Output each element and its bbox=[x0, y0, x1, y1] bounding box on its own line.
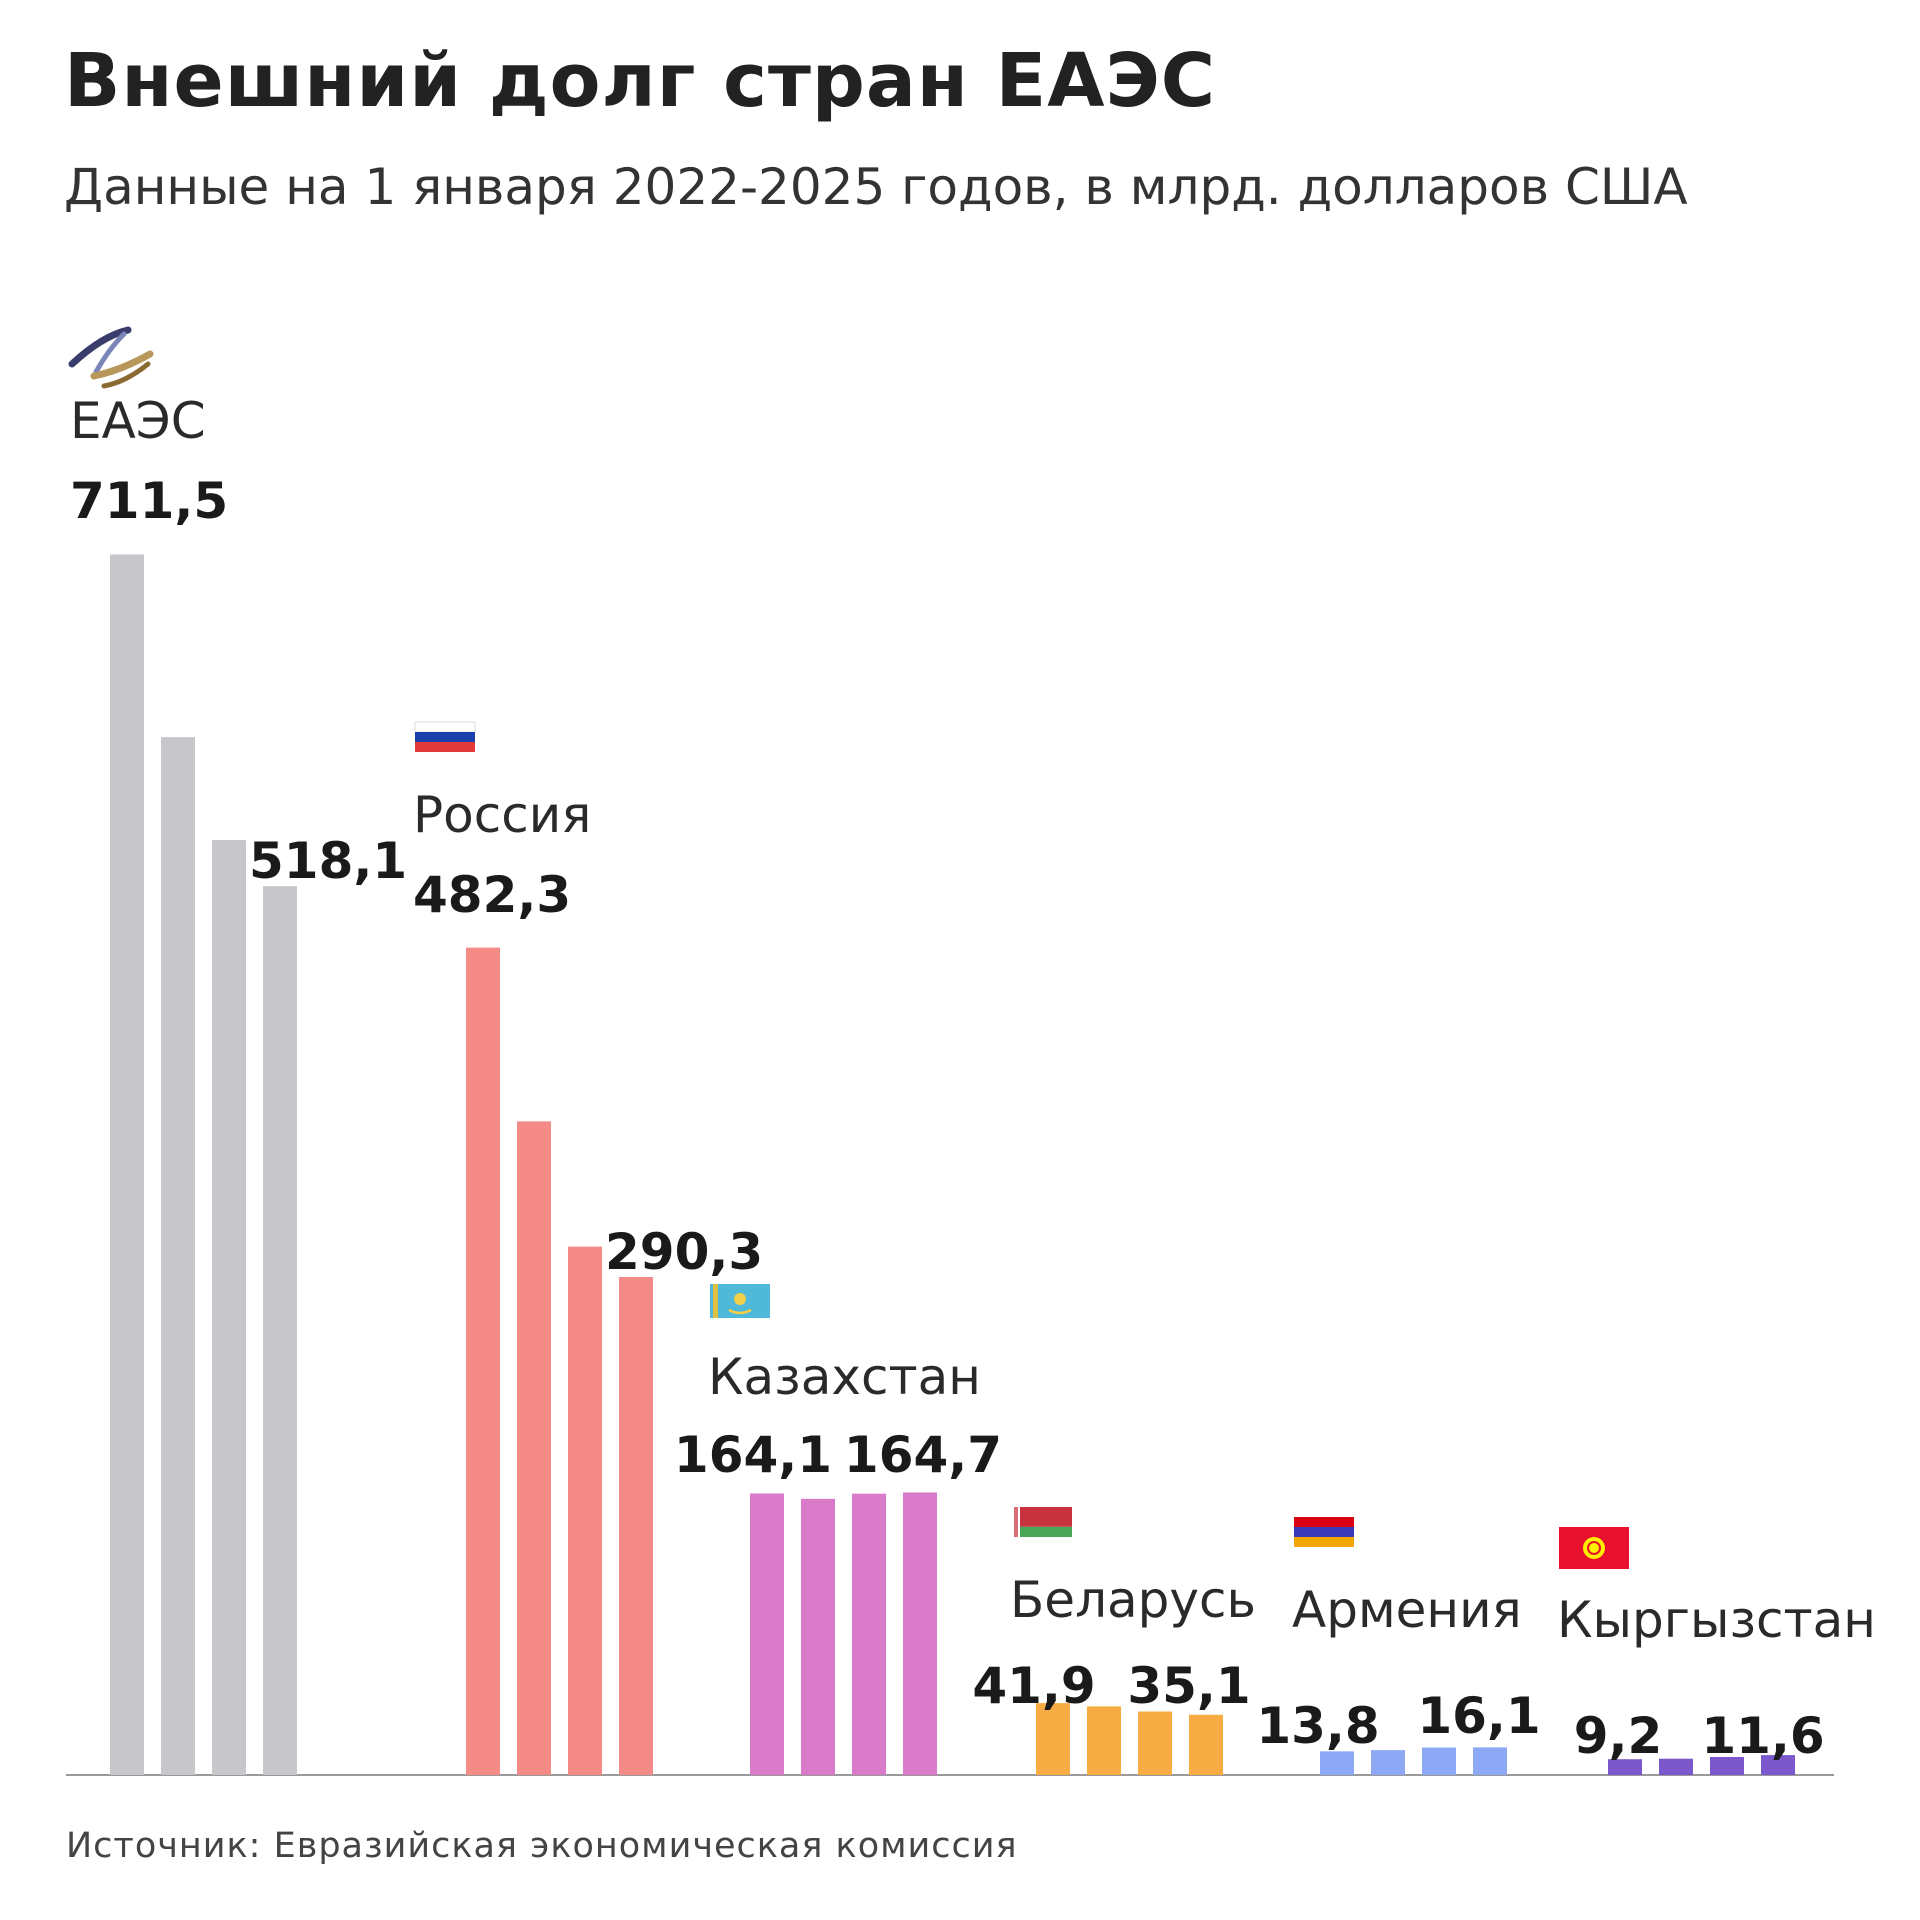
bar-2-2023 bbox=[801, 1498, 835, 1775]
bar-0-2023 bbox=[161, 737, 195, 1775]
kazakhstan-flag-icon bbox=[710, 1284, 770, 1318]
group-label-5: Кыргызстан bbox=[1557, 1591, 1876, 1649]
data-label-4-2025: 16,1 bbox=[1417, 1687, 1540, 1745]
kyrgyzstan-flag-icon bbox=[1559, 1527, 1629, 1569]
bar-1-2022 bbox=[466, 947, 500, 1775]
data-label-3-2025: 35,1 bbox=[1127, 1657, 1250, 1715]
data-label-5-2025: 11,6 bbox=[1701, 1707, 1824, 1765]
bar-0-2024 bbox=[212, 840, 246, 1775]
data-label-4-2022: 13,8 bbox=[1256, 1697, 1379, 1755]
group-label-0: ЕАЭС bbox=[70, 392, 206, 450]
data-label-5-2022: 9,2 bbox=[1574, 1707, 1663, 1765]
group-label-1: Россия bbox=[413, 786, 591, 844]
bar-3-2023 bbox=[1087, 1706, 1121, 1775]
data-label-2-2022: 164,1 bbox=[674, 1426, 832, 1484]
bar-4-2025 bbox=[1473, 1747, 1507, 1775]
series-2: Казахстан 164,1 164,7 bbox=[674, 1284, 1002, 1775]
eaeu-emblem-icon bbox=[68, 326, 154, 389]
russia-flag-icon bbox=[414, 721, 476, 752]
series-1: Россия 482,3 290,3 bbox=[413, 721, 763, 1775]
series-3: Беларусь 41,9 35,1 bbox=[972, 1507, 1256, 1775]
bar-1-2023 bbox=[517, 1121, 551, 1775]
bar-4-2023 bbox=[1371, 1750, 1405, 1775]
bar-2-2025 bbox=[903, 1492, 937, 1775]
bar-0-2022 bbox=[110, 554, 144, 1775]
chart-subtitle: Данные на 1 января 2022-2025 годов, в мл… bbox=[64, 158, 1688, 216]
data-label-0-2022: 711,5 bbox=[70, 472, 228, 530]
bar-4-2022 bbox=[1320, 1751, 1354, 1775]
bar-5-2024 bbox=[1710, 1756, 1744, 1775]
series-4: Армения 13,8 16,1 bbox=[1256, 1517, 1541, 1775]
data-label-0-2025: 518,1 bbox=[249, 832, 407, 890]
bar-3-2024 bbox=[1138, 1711, 1172, 1775]
series-0: ЕАЭС 711,5 518,1 bbox=[68, 326, 407, 1775]
bar-1-2025 bbox=[619, 1276, 653, 1775]
data-label-1-2025: 290,3 bbox=[605, 1223, 763, 1281]
bar-3-2022 bbox=[1036, 1703, 1070, 1775]
bar-5-2025 bbox=[1761, 1755, 1795, 1775]
chart-title: Внешний долг стран ЕАЭС bbox=[64, 38, 1217, 124]
group-label-2: Казахстан bbox=[708, 1348, 981, 1406]
source-note: Источник: Евразийская экономическая коми… bbox=[66, 1826, 1018, 1866]
bar-1-2024 bbox=[568, 1246, 602, 1775]
bar-5-2023 bbox=[1659, 1758, 1693, 1775]
series-5: Кыргызстан 9,2 11,6 bbox=[1557, 1527, 1876, 1775]
data-label-3-2022: 41,9 bbox=[972, 1657, 1095, 1715]
bar-3-2025 bbox=[1189, 1714, 1223, 1775]
belarus-flag-icon bbox=[1012, 1507, 1072, 1537]
armenia-flag-icon bbox=[1294, 1517, 1354, 1547]
data-label-1-2022: 482,3 bbox=[413, 866, 571, 924]
bar-2-2022 bbox=[750, 1493, 784, 1775]
bar-0-2025 bbox=[263, 886, 297, 1775]
data-label-2-2025: 164,7 bbox=[844, 1426, 1002, 1484]
group-label-3: Беларусь bbox=[1010, 1571, 1256, 1629]
bar-2-2024 bbox=[852, 1493, 886, 1775]
bar-4-2024 bbox=[1422, 1747, 1456, 1775]
group-label-4: Армения bbox=[1292, 1581, 1522, 1639]
bar-5-2022 bbox=[1608, 1759, 1642, 1775]
